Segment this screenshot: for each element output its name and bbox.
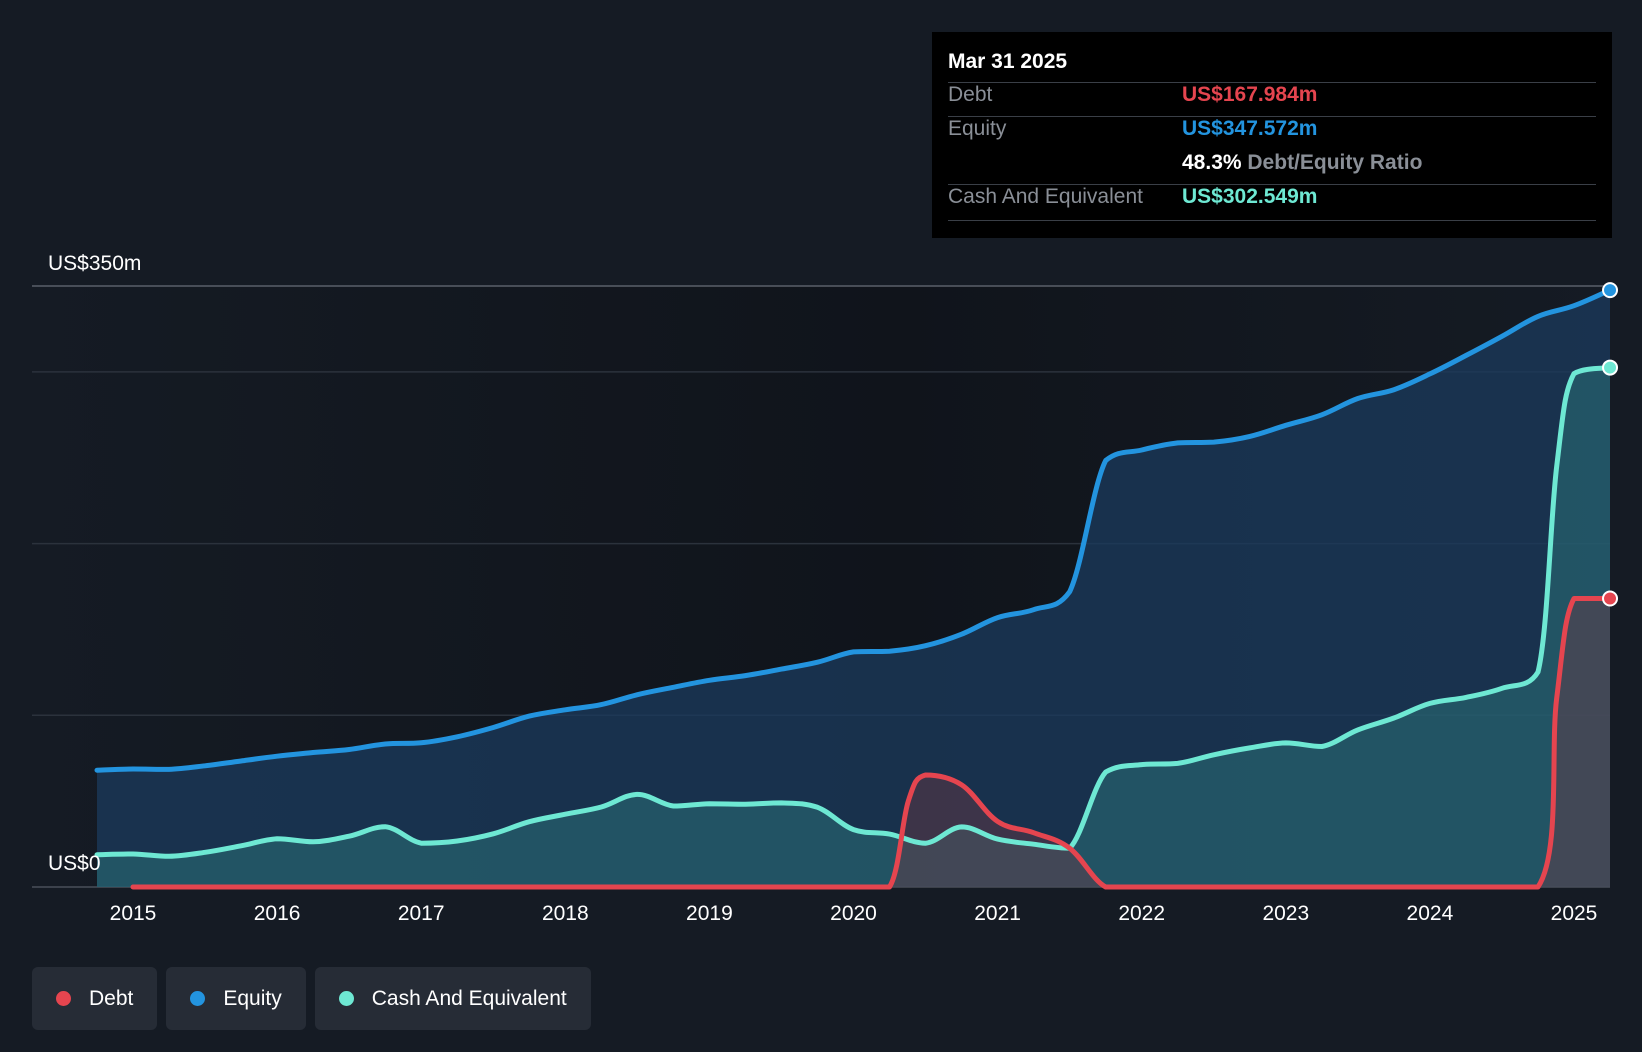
legend-cash-label: Cash And Equivalent (371, 986, 567, 1010)
cash-line (94, 365, 1613, 859)
x-tick-label: 2020 (830, 902, 877, 925)
debt-dot-icon (56, 991, 71, 1006)
tooltip-equity-value: US$347.572m (1182, 117, 1318, 140)
tooltip-divider (948, 220, 1596, 221)
tooltip-debt-value: US$167.984m (1182, 83, 1318, 106)
x-tick-label: 2024 (1407, 902, 1454, 925)
legend-item-equity[interactable]: Equity (166, 967, 306, 1030)
tooltip-panel: Mar 31 2025 Debt US$167.984m Equity US$3… (932, 32, 1612, 238)
x-tick-label: 2025 (1551, 902, 1598, 925)
x-tick-label: 2017 (398, 902, 445, 925)
legend: Debt Equity Cash And Equivalent (32, 967, 591, 1030)
tooltip-equity-label: Equity (948, 117, 1007, 140)
cash-dot-icon (338, 991, 354, 1006)
equity-area (97, 290, 1610, 888)
equity-dot-icon (190, 991, 206, 1006)
tooltip-ratio-label: Debt/Equity Ratio (1247, 151, 1423, 174)
legend-item-debt[interactable]: Debt (32, 967, 158, 1030)
legend-debt-label: Debt (89, 986, 134, 1010)
x-tick-label: 2018 (542, 902, 589, 925)
x-tick-label: 2021 (974, 902, 1021, 925)
y-axis-bottom-label: US$0 (48, 852, 101, 875)
tooltip-debt-label: Debt (948, 83, 993, 106)
tooltip-cash-value: US$302.549m (1182, 185, 1318, 208)
tooltip-divider (948, 184, 1596, 185)
tooltip-divider (948, 116, 1596, 117)
x-tick-label: 2015 (110, 902, 157, 925)
legend-item-cash[interactable]: Cash And Equivalent (314, 967, 591, 1030)
equity-end-marker[interactable] (1602, 282, 1619, 299)
y-axis-top-label: US$350m (48, 252, 141, 275)
debt-line (130, 596, 1613, 890)
tooltip-divider (948, 82, 1596, 83)
tooltip-ratio-value: 48.3% (1182, 151, 1242, 174)
tooltip-cash-label: Cash And Equivalent (948, 185, 1143, 208)
cash-area (97, 367, 1610, 888)
x-tick-label: 2019 (686, 902, 733, 925)
equity-line (94, 287, 1613, 773)
x-tick-label: 2016 (254, 902, 301, 925)
x-tick-label: 2022 (1118, 902, 1165, 925)
tooltip-date: Mar 31 2025 (948, 50, 1068, 73)
legend-equity-label: Equity (223, 986, 282, 1010)
tooltip-ratio: 48.3% Debt/Equity Ratio (1182, 151, 1422, 175)
debt-end-marker[interactable] (1602, 590, 1619, 607)
cash-end-marker[interactable] (1602, 359, 1619, 376)
x-tick-label: 2023 (1262, 902, 1309, 925)
